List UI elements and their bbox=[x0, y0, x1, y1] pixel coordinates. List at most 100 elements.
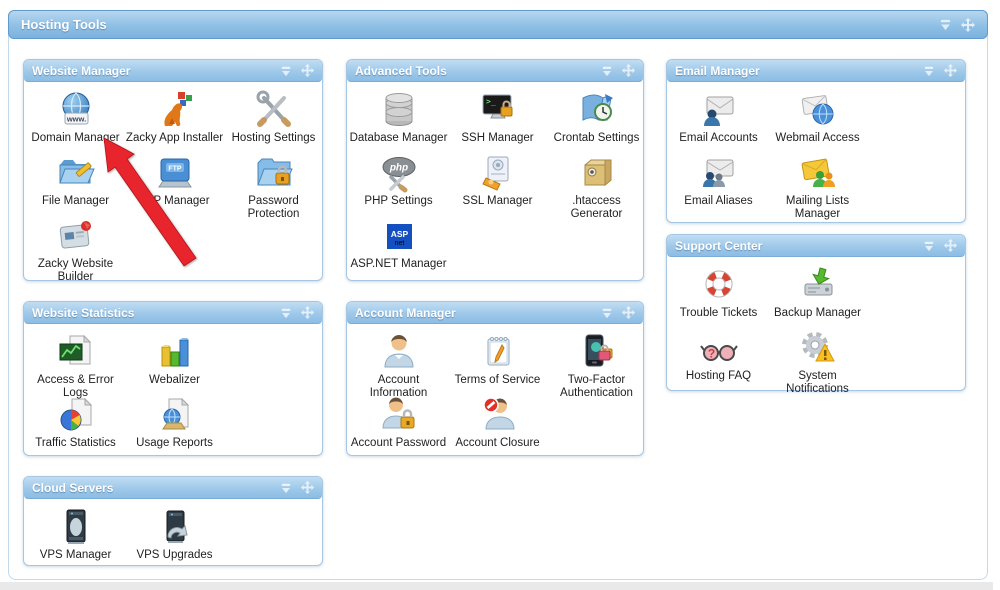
collapse-icon[interactable] bbox=[601, 65, 613, 77]
aspnet-manager-icon: ASP net bbox=[379, 216, 419, 256]
tool-backup-manager[interactable]: Backup Manager bbox=[768, 265, 867, 328]
tool-ssh-manager[interactable]: >_ SSH Manager bbox=[448, 90, 547, 153]
panel-header-icons bbox=[601, 306, 635, 319]
email-aliases-icon bbox=[699, 153, 739, 193]
collapse-icon[interactable] bbox=[280, 307, 292, 319]
tool-label: SSL Manager bbox=[462, 195, 533, 207]
collapse-icon[interactable] bbox=[280, 65, 292, 77]
tool-two-factor-authentication[interactable]: Two-Factor Authentication bbox=[547, 332, 646, 399]
tool-label: .htaccess Generator bbox=[570, 195, 623, 220]
panel-email-manager: Email Manager Email Accounts Webmail Acces… bbox=[666, 59, 966, 223]
tool-vps-manager[interactable]: VPS Manager bbox=[26, 507, 125, 570]
collapse-icon[interactable] bbox=[939, 18, 952, 31]
panel-header-icons bbox=[601, 64, 635, 77]
panel-header-email-manager[interactable]: Email Manager bbox=[667, 60, 965, 82]
window-right-edge bbox=[993, 0, 1000, 590]
panel-header-cloud-servers[interactable]: Cloud Servers bbox=[24, 477, 322, 499]
tool-domain-manager[interactable]: www. Domain Manager bbox=[26, 90, 125, 153]
panel-header-account-manager[interactable]: Account Manager bbox=[347, 302, 643, 324]
tool-label: VPS Manager bbox=[39, 549, 112, 561]
tool-password-protection[interactable]: Password Protection bbox=[224, 153, 323, 220]
ftp-manager-icon: FTP bbox=[155, 153, 195, 193]
panel-header-support-center[interactable]: Support Center bbox=[667, 235, 965, 257]
tool-zacky-app-installer[interactable]: Zacky App Installer bbox=[125, 90, 224, 153]
tool-trouble-tickets[interactable]: Trouble Tickets bbox=[669, 265, 768, 328]
collapse-icon[interactable] bbox=[923, 240, 935, 252]
tool-traffic-statistics[interactable]: Traffic Statistics bbox=[26, 395, 125, 458]
tool-label: Hosting FAQ bbox=[685, 370, 752, 382]
collapse-icon[interactable] bbox=[280, 482, 292, 494]
panel-title: Website Statistics bbox=[32, 305, 135, 320]
move-icon[interactable] bbox=[961, 17, 975, 32]
move-icon[interactable] bbox=[944, 64, 957, 77]
move-icon[interactable] bbox=[301, 481, 314, 494]
webalizer-icon bbox=[155, 332, 195, 372]
tool-email-accounts[interactable]: Email Accounts bbox=[669, 90, 768, 153]
tool-webmail-access[interactable]: Webmail Access bbox=[768, 90, 867, 153]
tool-label: Crontab Settings bbox=[553, 132, 640, 144]
tool-account-information[interactable]: Account Information bbox=[349, 332, 448, 399]
tool-label: Traffic Statistics bbox=[35, 437, 116, 449]
page-bottom-strip bbox=[0, 582, 993, 590]
tool-label: Mailing Lists Manager bbox=[785, 195, 850, 220]
tool-htaccess-generator[interactable]: .htaccess Generator bbox=[547, 153, 646, 220]
tool-ftp-manager[interactable]: FTP FTP Manager bbox=[125, 153, 224, 216]
account-password-icon bbox=[379, 395, 419, 435]
tool-system-notifications[interactable]: System Notifications bbox=[768, 328, 867, 395]
tool-email-aliases[interactable]: Email Aliases bbox=[669, 153, 768, 216]
system-notifications-icon bbox=[798, 328, 838, 368]
tool-ssl-manager[interactable]: SSL Manager bbox=[448, 153, 547, 216]
tool-label: Account Closure bbox=[455, 437, 540, 449]
tool-file-manager[interactable]: File Manager bbox=[26, 153, 125, 216]
collapse-icon[interactable] bbox=[601, 307, 613, 319]
tool-hosting-faq[interactable]: ? Hosting FAQ bbox=[669, 328, 768, 391]
collapse-icon[interactable] bbox=[923, 65, 935, 77]
php-settings-icon: php bbox=[379, 153, 419, 193]
hosting-tools-container: Hosting Tools Website Manager www. Domain … bbox=[8, 10, 988, 580]
tool-label: VPS Upgrades bbox=[136, 549, 213, 561]
panel-header-website-statistics[interactable]: Website Statistics bbox=[24, 302, 322, 324]
tool-account-password[interactable]: Account Password bbox=[349, 395, 448, 458]
hosting-tools-titlebar[interactable]: Hosting Tools bbox=[8, 10, 988, 39]
tool-crontab-settings[interactable]: Crontab Settings bbox=[547, 90, 646, 153]
tool-access-error-logs[interactable]: Access & Error Logs bbox=[26, 332, 125, 399]
trouble-tickets-icon bbox=[699, 265, 739, 305]
tool-vps-upgrades[interactable]: VPS Upgrades bbox=[125, 507, 224, 570]
tool-mailing-lists-manager[interactable]: Mailing Lists Manager bbox=[768, 153, 867, 220]
tool-label: Backup Manager bbox=[774, 307, 861, 319]
tool-label: Webalizer bbox=[149, 374, 200, 386]
panel-title: Advanced Tools bbox=[355, 63, 447, 78]
panel-header-advanced-tools[interactable]: Advanced Tools bbox=[347, 60, 643, 82]
tool-account-closure[interactable]: Account Closure bbox=[448, 395, 547, 458]
move-icon[interactable] bbox=[944, 239, 957, 252]
tool-label: Account Password bbox=[350, 437, 447, 449]
tool-hosting-settings[interactable]: Hosting Settings bbox=[224, 90, 323, 153]
tool-php-settings[interactable]: php PHP Settings bbox=[349, 153, 448, 216]
panel-header-icons bbox=[923, 64, 957, 77]
titlebar-icons bbox=[939, 17, 975, 32]
tool-usage-reports[interactable]: Usage Reports bbox=[125, 395, 224, 458]
svg-text:>_: >_ bbox=[486, 97, 496, 106]
domain-manager-icon: www. bbox=[56, 90, 96, 130]
move-icon[interactable] bbox=[301, 64, 314, 77]
tool-label: Account Information bbox=[369, 374, 428, 399]
panel-header-website-manager[interactable]: Website Manager bbox=[24, 60, 322, 82]
password-protection-icon bbox=[254, 153, 294, 193]
panel-support-center: Support Center Trouble Tickets Backup Mana… bbox=[666, 234, 966, 395]
move-icon[interactable] bbox=[622, 306, 635, 319]
move-icon[interactable] bbox=[301, 306, 314, 319]
tool-database-manager[interactable]: Database Manager bbox=[349, 90, 448, 153]
tool-label: Usage Reports bbox=[136, 437, 213, 449]
tool-aspnet-manager[interactable]: ASP net ASP.NET Manager bbox=[349, 216, 448, 279]
tool-zacky-website-builder[interactable]: Zacky Website Builder bbox=[26, 216, 125, 283]
svg-text:?: ? bbox=[707, 347, 714, 361]
backup-manager-icon bbox=[798, 265, 838, 305]
tool-terms-of-service[interactable]: Terms of Service bbox=[448, 332, 547, 395]
tool-label: Trouble Tickets bbox=[679, 307, 758, 319]
ssl-manager-icon bbox=[478, 153, 518, 193]
move-icon[interactable] bbox=[622, 64, 635, 77]
svg-text:net: net bbox=[394, 240, 404, 247]
svg-text:FTP: FTP bbox=[168, 166, 182, 173]
email-accounts-icon bbox=[699, 90, 739, 130]
tool-webalizer[interactable]: Webalizer bbox=[125, 332, 224, 395]
